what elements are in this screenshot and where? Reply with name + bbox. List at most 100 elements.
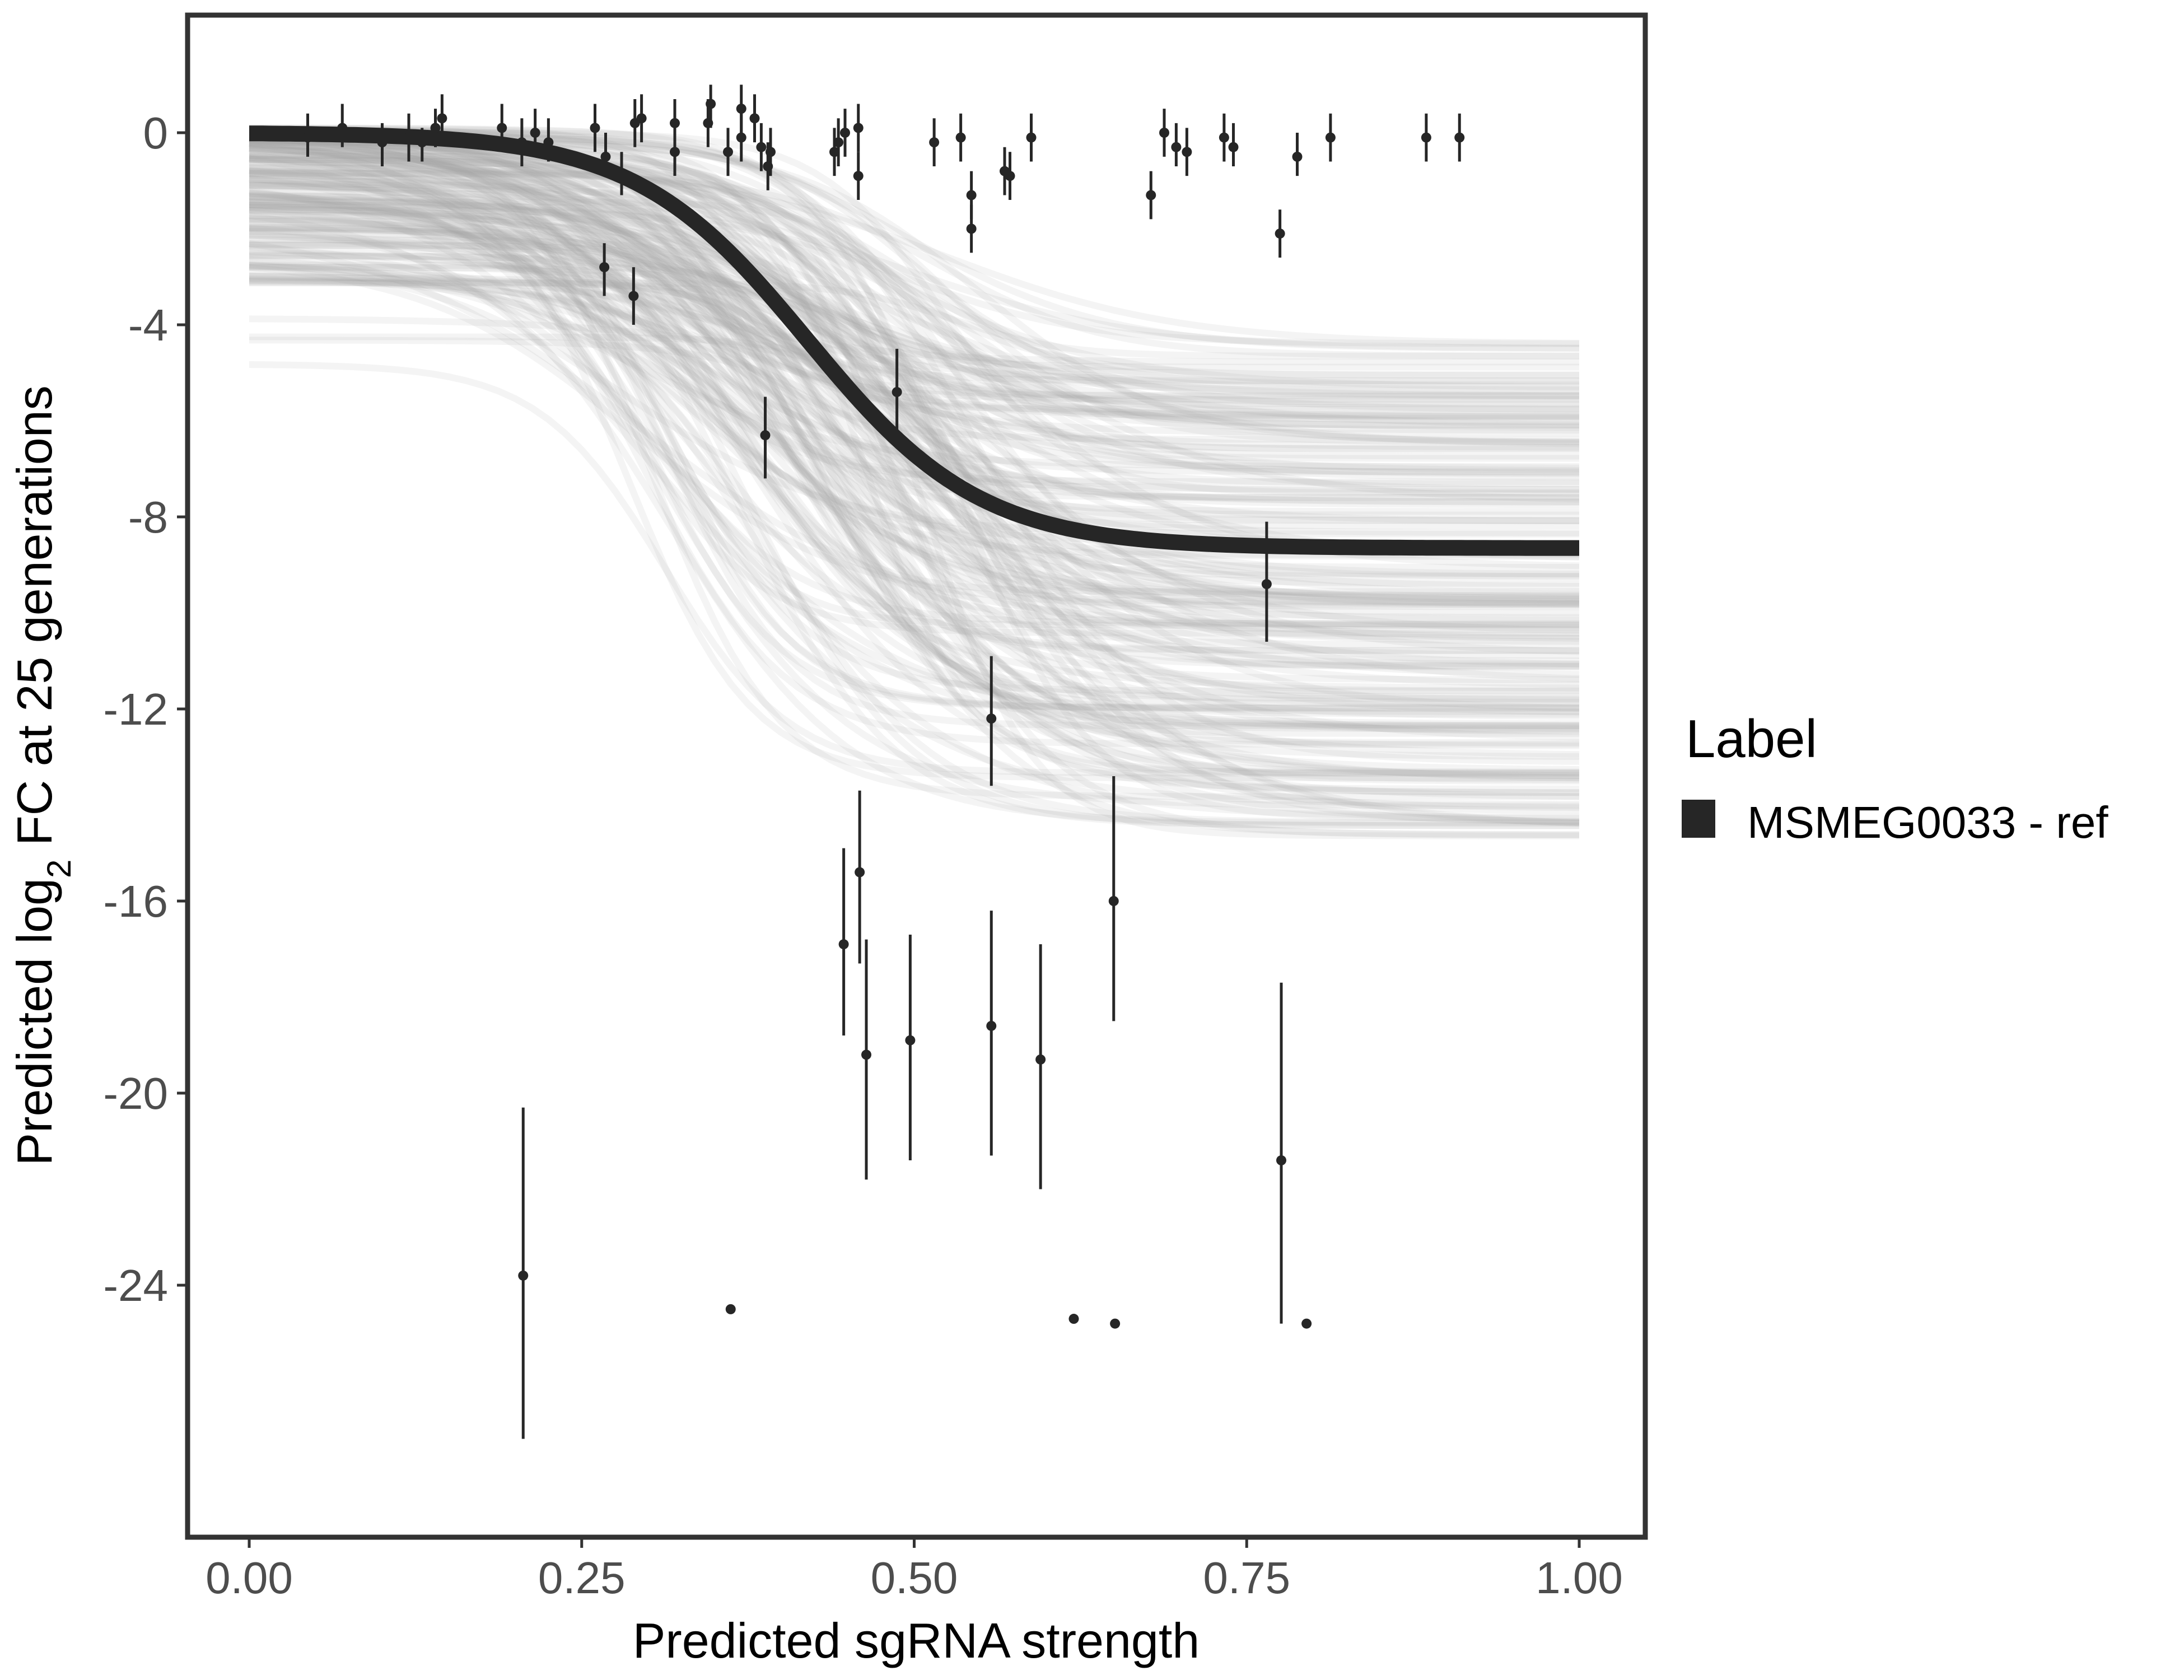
posterior-line [249, 201, 1580, 811]
posterior-line [249, 263, 1579, 460]
data-point [377, 137, 388, 148]
posterior-line [249, 160, 1579, 737]
data-point-group [1159, 109, 1169, 157]
posterior-line [249, 171, 1579, 782]
posterior-line [249, 167, 1579, 385]
posterior-line [249, 165, 1580, 617]
data-point [590, 123, 600, 133]
posterior-line [249, 126, 1580, 352]
data-point-group [725, 1304, 736, 1314]
posterior-line [249, 236, 1579, 785]
data-point [302, 132, 313, 143]
data-point [1146, 190, 1156, 200]
posterior-line [249, 216, 1579, 408]
data-point-group [1325, 113, 1336, 162]
posterior-line [249, 190, 1579, 493]
data-point-group [404, 113, 414, 162]
data-point [1228, 142, 1239, 152]
data-point-group [628, 267, 639, 325]
posterior-line [249, 224, 1579, 776]
posterior-line [249, 198, 1579, 462]
posterior-line [249, 249, 1580, 478]
data-point-group [516, 118, 527, 167]
posterior-line [249, 244, 1579, 729]
posterior-line [249, 133, 1580, 640]
posterior-line [249, 156, 1579, 587]
posterior-line [249, 181, 1580, 400]
data-point [670, 147, 680, 157]
data-point [1068, 1314, 1079, 1324]
data-point [966, 190, 977, 200]
posterior-line [249, 212, 1579, 718]
posterior-line [249, 240, 1579, 749]
y-tick-label: -20 [103, 1068, 168, 1118]
x-tick-label: 0.00 [206, 1553, 293, 1603]
data-point-group [1110, 1318, 1121, 1329]
posterior-line [249, 140, 1579, 420]
posterior-line [249, 182, 1579, 829]
posterior-line [249, 192, 1580, 642]
posterior-line [249, 361, 1579, 777]
posterior-line [249, 230, 1580, 602]
posterior-line [249, 151, 1580, 445]
posterior-line [249, 225, 1579, 746]
posterior-line [249, 129, 1579, 571]
posterior-line [249, 231, 1580, 688]
posterior-line [249, 181, 1579, 530]
posterior-line [249, 204, 1579, 418]
data-point [617, 171, 627, 181]
data-point [543, 137, 554, 148]
posterior-line [249, 142, 1580, 783]
data-point [838, 939, 849, 950]
data-point [1325, 132, 1336, 143]
posterior-line [249, 144, 1579, 648]
posterior-line [249, 132, 1580, 720]
posterior-line [249, 264, 1579, 610]
data-point-group [417, 128, 427, 162]
data-point [404, 132, 414, 143]
posterior-line [249, 278, 1579, 524]
posterior-line [249, 225, 1579, 443]
x-tick-label: 0.50 [871, 1553, 958, 1603]
y-tick-label: -12 [103, 684, 168, 734]
y-axis: 0 -4 -8 -12 -16 -20 -24 [103, 108, 185, 1310]
data-point-group [760, 396, 771, 479]
posterior-line [249, 193, 1580, 645]
x-tick-label: 1.00 [1536, 1553, 1623, 1603]
fit-curve [249, 125, 1579, 556]
posterior-line [249, 134, 1579, 437]
posterior-line [249, 175, 1579, 603]
data-point [853, 123, 864, 133]
posterior-line [249, 152, 1579, 371]
data-point [1301, 1318, 1312, 1329]
posterior-line [249, 164, 1580, 347]
panel-border [185, 12, 1648, 1540]
posterior-line [249, 180, 1579, 796]
data-point [636, 113, 647, 124]
data-point [600, 151, 611, 162]
data-point-group [590, 104, 600, 152]
data-point-group [838, 848, 849, 1036]
data-point [760, 430, 771, 441]
posterior-line [249, 201, 1579, 501]
data-point [337, 123, 348, 133]
posterior-line [249, 196, 1580, 379]
data-point [1276, 1155, 1286, 1166]
data-point [966, 223, 977, 234]
posterior-line [249, 192, 1579, 711]
posterior-line [249, 146, 1579, 654]
data-point [599, 262, 610, 273]
posterior-line [249, 272, 1579, 599]
data-point-group [1005, 152, 1015, 200]
y-tick-label: -24 [103, 1261, 168, 1310]
data-point [853, 171, 864, 181]
data-point-group [766, 128, 776, 176]
data-point-group [905, 935, 916, 1161]
posterior-line [249, 127, 1579, 403]
posterior-line [249, 228, 1580, 426]
data-point [840, 128, 850, 138]
data-point-group [1035, 944, 1046, 1189]
posterior-line [249, 152, 1579, 628]
data-point-group [599, 243, 610, 296]
data-point [1171, 142, 1182, 152]
